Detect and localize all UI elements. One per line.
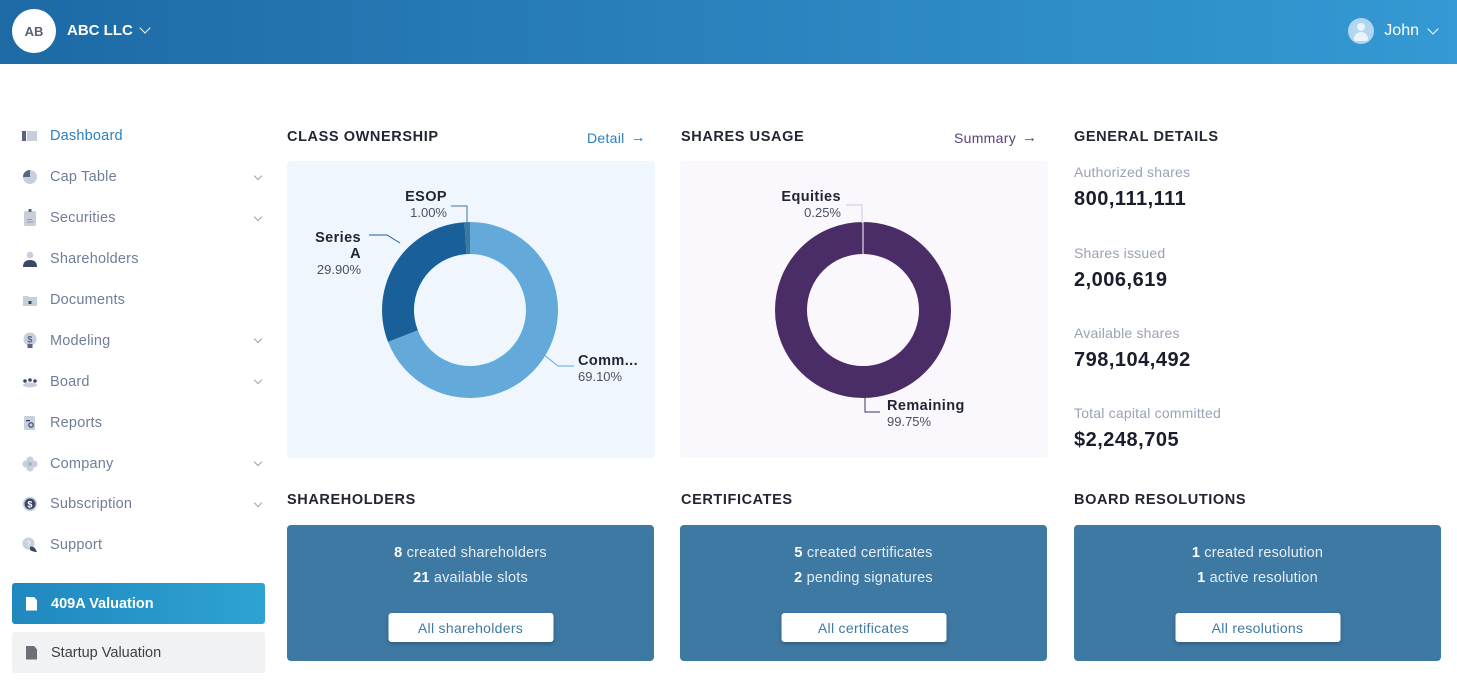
class-ownership-title: CLASS OWNERSHIP xyxy=(287,129,439,145)
summary-link[interactable]: Summary → xyxy=(954,129,1038,146)
sidebar-item-cap-table[interactable]: Cap Table xyxy=(12,157,265,198)
certificates-title: CERTIFICATES xyxy=(681,492,793,508)
chevron-down-icon xyxy=(253,498,263,508)
user-menu[interactable]: John xyxy=(1348,18,1439,44)
active-resolution-stat: 1 active resolution xyxy=(1197,570,1318,586)
folder-lock-icon xyxy=(22,292,38,308)
chevron-down-icon xyxy=(1427,22,1439,35)
dashboard-icon xyxy=(22,128,38,144)
sidebar-item-label: Cap Table xyxy=(50,169,117,186)
board-resolutions-card: 1 created resolution 1 active resolution… xyxy=(1074,525,1441,661)
common-label: Comm... 69.10% xyxy=(578,353,638,384)
shares-issued-value: 2,006,619 xyxy=(1074,269,1168,291)
sidebar-item-shareholders[interactable]: Shareholders xyxy=(12,239,265,280)
all-certificates-button[interactable]: All certificates xyxy=(781,613,946,642)
sidebar-item-label: Modeling xyxy=(50,332,111,349)
shareholders-card: 8 created shareholders 21 available slot… xyxy=(287,525,654,661)
svg-text:?: ? xyxy=(26,540,31,549)
sidebar-item-label: Support xyxy=(50,537,103,554)
sidebar-item-label: Reports xyxy=(50,414,103,431)
user-name: John xyxy=(1384,22,1419,39)
available-shares-value: 798,104,492 xyxy=(1074,349,1191,371)
sidebar-item-label: Board xyxy=(50,373,90,390)
report-icon xyxy=(22,415,38,431)
sidebar-item-support[interactable]: ? Support xyxy=(12,525,265,566)
chevron-down-icon xyxy=(253,212,263,222)
shares-issued-label: Shares issued xyxy=(1074,245,1166,261)
authorized-shares-label: Authorized shares xyxy=(1074,164,1191,180)
top-bar: AB ABC LLC John xyxy=(0,0,1457,64)
sidebar-item-board[interactable]: Board xyxy=(12,361,265,402)
support-chat-icon: ? xyxy=(22,537,38,553)
pie-chart-icon xyxy=(22,169,38,185)
company-flower-icon xyxy=(22,456,38,472)
svg-text:$: $ xyxy=(27,334,32,344)
sidebar-item-label: Subscription xyxy=(50,496,133,513)
sidebar-item-company[interactable]: Company xyxy=(12,443,265,484)
sidebar-item-label: Documents xyxy=(50,292,126,308)
409a-valuation-button[interactable]: 409A Valuation xyxy=(12,583,265,624)
certificates-card: 5 created certificates 2 pending signatu… xyxy=(680,525,1047,661)
arrow-right-icon: → xyxy=(1022,129,1038,146)
total-capital-label: Total capital committed xyxy=(1074,405,1221,421)
chevron-down-icon xyxy=(253,335,263,344)
sidebar-item-securities[interactable]: Securities xyxy=(12,198,265,239)
class-ownership-chart: ESOP 1.00% Series A 29.90% Comm... 69.10… xyxy=(287,161,655,458)
chevron-down-icon xyxy=(253,376,263,385)
equities-label: Equities 0.25% xyxy=(781,189,841,220)
esop-segment xyxy=(464,222,470,255)
pending-signatures-stat: 2 pending signatures xyxy=(794,570,933,586)
company-avatar[interactable]: AB xyxy=(12,9,56,53)
available-slots-stat: 21 available slots xyxy=(413,570,528,586)
board-people-icon xyxy=(22,374,38,390)
series-a-label: Series A 29.90% xyxy=(315,230,361,277)
company-switcher[interactable]: ABC LLC xyxy=(67,22,151,39)
startup-valuation-button[interactable]: Startup Valuation xyxy=(12,632,265,673)
created-shareholders-stat: 8 created shareholders xyxy=(394,545,547,561)
authorized-shares-value: 800,111,111 xyxy=(1074,188,1187,210)
company-name: ABC LLC xyxy=(67,22,133,39)
shares-usage-chart: Equities 0.25% Remaining 99.75% xyxy=(680,161,1048,458)
chevron-down-icon xyxy=(139,22,151,34)
created-resolution-stat: 1 created resolution xyxy=(1191,545,1324,561)
sidebar-item-label: Shareholders xyxy=(50,251,139,268)
remaining-label: Remaining 99.75% xyxy=(887,398,965,429)
remaining-segment xyxy=(775,222,951,398)
sidebar: Dashboard Cap Table Securities Sharehold… xyxy=(12,116,265,566)
sidebar-item-dashboard[interactable]: Dashboard xyxy=(12,116,265,157)
all-resolutions-button[interactable]: All resolutions xyxy=(1175,613,1340,642)
arrow-right-icon: → xyxy=(630,129,646,146)
sidebar-item-documents[interactable]: Documents xyxy=(12,280,265,321)
dollar-coin-icon: $ xyxy=(22,496,38,512)
general-details-title: GENERAL DETAILS xyxy=(1074,129,1219,145)
sidebar-item-label: Dashboard xyxy=(50,128,123,145)
chevron-down-icon xyxy=(253,171,263,181)
lightbulb-dollar-icon: $ xyxy=(22,332,38,349)
document-icon xyxy=(26,646,37,660)
board-resolutions-title: BOARD RESOLUTIONS xyxy=(1074,492,1247,508)
clipboard-icon xyxy=(22,209,38,227)
user-avatar-icon xyxy=(1348,18,1375,44)
svg-text:$: $ xyxy=(27,500,32,510)
sidebar-item-subscription[interactable]: $ Subscription xyxy=(12,484,265,525)
all-shareholders-button[interactable]: All shareholders xyxy=(388,613,553,642)
chevron-down-icon xyxy=(253,457,263,467)
sidebar-item-label: Company xyxy=(50,455,114,472)
series-a-segment xyxy=(382,222,467,342)
available-shares-label: Available shares xyxy=(1074,325,1180,341)
esop-label: ESOP 1.00% xyxy=(405,189,447,220)
total-capital-value: $2,248,705 xyxy=(1074,429,1180,451)
shareholders-title: SHAREHOLDERS xyxy=(287,492,416,508)
shares-usage-title: SHARES USAGE xyxy=(681,129,805,145)
sidebar-item-modeling[interactable]: $ Modeling xyxy=(12,320,265,361)
sidebar-item-reports[interactable]: Reports xyxy=(12,402,265,443)
document-icon xyxy=(26,597,37,611)
created-certificates-stat: 5 created certificates xyxy=(794,545,933,561)
common-segment xyxy=(388,222,559,398)
detail-link[interactable]: Detail → xyxy=(587,129,646,146)
sidebar-item-label: Securities xyxy=(50,210,116,227)
person-icon xyxy=(22,251,38,268)
